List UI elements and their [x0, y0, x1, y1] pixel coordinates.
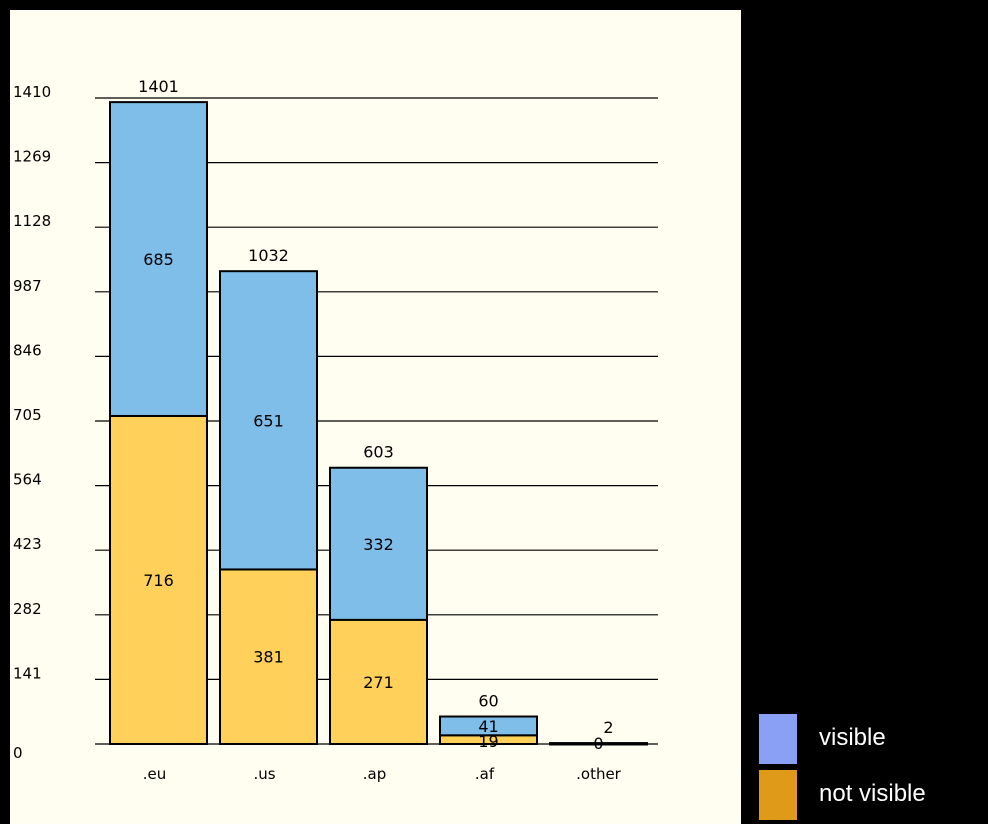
y-tick-label: 1410	[13, 83, 51, 101]
bar-segment	[219, 270, 318, 571]
y-tick-label: 282	[13, 600, 42, 618]
bar-segment	[219, 568, 318, 746]
x-tick-label: .ap	[363, 765, 386, 783]
legend-swatch-not-visible	[759, 770, 797, 820]
y-tick-label: 705	[13, 406, 42, 424]
segment-value-label: 2	[603, 718, 613, 737]
x-tick-label: .us	[253, 765, 275, 783]
y-tick-label: 1128	[13, 212, 51, 230]
legend-swatch-visible	[759, 714, 797, 764]
legend-label-not-visible: not visible	[819, 780, 926, 807]
segment-value-label: 271	[363, 673, 394, 692]
y-tick-label: 0	[13, 744, 23, 762]
bar-total-label: 1032	[248, 246, 289, 265]
legend-label-visible: visible	[819, 724, 886, 751]
y-tick-label: 564	[13, 471, 42, 489]
segment-value-label: 651	[253, 411, 284, 430]
y-tick-label: 1269	[13, 148, 51, 166]
legend: visible not visible	[756, 710, 988, 824]
bar-segment	[109, 414, 208, 745]
chart-panel: 0 141 282 423 564 705 846 987 1128 1269 1410 716 685…	[10, 10, 741, 824]
y-tick-label: 987	[13, 277, 42, 295]
x-tick-label: .eu	[143, 765, 167, 783]
bar-segment	[329, 466, 428, 621]
y-tick-label: 846	[13, 341, 42, 359]
bar-segment	[439, 715, 538, 737]
x-tick-label: .af	[475, 765, 495, 783]
bar-total-label: 1401	[138, 77, 179, 96]
bar-segment	[329, 618, 428, 746]
segment-value-label: 19	[478, 732, 498, 751]
segment-value-label: 0	[593, 734, 603, 753]
segment-value-label: 716	[143, 571, 174, 590]
bar-total-label: 603	[363, 443, 394, 462]
segment-value-label: 381	[253, 648, 284, 667]
bar-segment	[109, 101, 208, 417]
y-tick-label: 423	[13, 535, 42, 553]
bar-total-label: 60	[478, 692, 498, 711]
segment-value-label: 332	[363, 535, 394, 554]
bar-chart: 0 141 282 423 564 705 846 987 1128 1269 1410 716 685…	[13, 77, 658, 783]
y-tick-label: 141	[13, 664, 42, 682]
bar-segment	[549, 742, 648, 745]
legend-item-not-visible: not visible	[756, 768, 988, 822]
segment-value-label: 685	[143, 250, 174, 269]
x-tick-label: .other	[576, 765, 622, 783]
legend-item-visible: visible	[756, 712, 988, 766]
segment-value-label: 41	[478, 717, 498, 736]
